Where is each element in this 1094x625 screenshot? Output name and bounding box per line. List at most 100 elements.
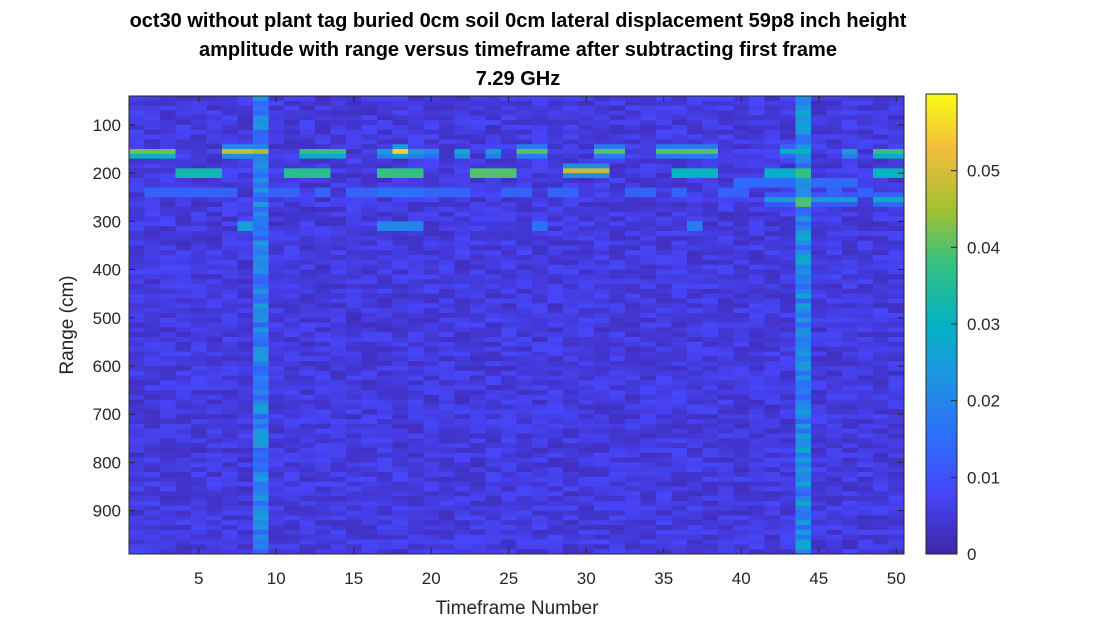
heatmap-cell [253,139,269,145]
heatmap-cell [268,100,285,107]
heatmap-cell [253,394,269,401]
heatmap-cell [857,462,874,468]
heatmap-cell [671,168,688,174]
heatmap-cell [268,245,285,251]
heatmap-cell [873,293,889,299]
heatmap-cell [237,192,254,198]
heatmap-cell [578,394,595,401]
heatmap-cell [330,370,347,377]
heatmap-cell [129,332,145,338]
heatmap-cell [563,279,579,285]
heatmap-cell [764,375,781,381]
heatmap-cell [578,303,595,309]
heatmap-cell [547,298,564,304]
heatmap-cell [392,129,409,135]
heatmap-cell [656,129,672,135]
heatmap-cell [392,419,409,425]
heatmap-cell [268,361,285,367]
heatmap-cell [826,476,843,483]
heatmap-cell [454,433,471,439]
heatmap-cell [702,115,719,121]
heatmap-cell [749,544,765,550]
heatmap-cell [609,153,626,160]
heatmap-cell [702,356,719,362]
heatmap-cell [191,173,207,179]
heatmap-cell [749,534,765,540]
heatmap-cell [253,216,269,222]
heatmap-cell [780,341,796,348]
heatmap-cell [532,293,548,299]
heatmap-cell [547,544,564,550]
heatmap-cell [687,534,703,540]
heatmap-cell [144,481,161,487]
heatmap-cell [873,462,889,468]
heatmap-cell [439,385,455,391]
heatmap-cell [485,182,502,188]
heatmap-cell [423,303,440,309]
heatmap-cell [594,351,610,357]
heatmap-cell [547,202,564,208]
heatmap-cell [516,144,533,150]
heatmap-cell [222,149,238,155]
heatmap-cell [625,168,641,174]
heatmap-cell [718,269,734,275]
heatmap-cell [888,457,905,463]
heatmap-cell [718,235,734,242]
heatmap-cell [873,356,889,362]
heatmap-cell [501,264,517,270]
heatmap-cell [206,404,223,410]
heatmap-cell [361,216,378,222]
heatmap-cell [718,423,734,430]
heatmap-cell [687,255,703,261]
heatmap-cell [144,197,161,203]
heatmap-cell [206,96,223,102]
heatmap-cell [656,317,672,323]
heatmap-cell [222,250,238,256]
heatmap-cell [222,457,238,463]
heatmap-cell [423,216,440,222]
heatmap-cell [640,158,657,164]
heatmap-cell [532,447,548,454]
heatmap-cell [299,115,316,121]
heatmap-cell [625,182,641,188]
heatmap-cell [780,269,796,275]
heatmap-cell [640,298,657,304]
heatmap-cell [253,337,269,343]
heatmap-cell [811,279,827,285]
heatmap-cell [718,365,734,372]
heatmap-cell [563,467,579,473]
heatmap-cell [485,341,502,348]
heatmap-cell [392,327,409,333]
x-axis: 5 10 15 20 25 30 35 40 45 50 [194,96,906,588]
heatmap-cell [268,293,285,299]
heatmap-cell [718,100,734,107]
heatmap-cell [408,496,424,502]
heatmap-cell [439,399,455,405]
heatmap-cell [268,351,285,357]
heatmap-cell [284,308,300,314]
heatmap-cell [330,539,347,545]
heatmap-cell [160,279,176,285]
heatmap-cell [284,491,300,497]
heatmap-cell [718,380,734,386]
heatmap-cell [485,288,502,295]
heatmap-cell [501,428,517,434]
heatmap-cell [795,235,812,242]
heatmap-cell [578,370,595,377]
heatmap-cell [749,351,765,357]
heatmap-cell [842,356,858,362]
heatmap-cell [764,428,781,434]
heatmap-cell [206,163,223,169]
heatmap-cell [485,124,502,131]
heatmap-cell [470,385,486,391]
heatmap-cell [857,433,874,439]
heatmap-cell [284,226,300,232]
heatmap-cell [268,110,285,116]
heatmap-cell [687,139,703,145]
heatmap-cell [733,356,750,362]
heatmap-cell [811,346,827,352]
heatmap-cell [284,230,300,237]
heatmap-cell [888,438,905,444]
heatmap-cell [640,433,657,439]
heatmap-cell [315,346,331,352]
